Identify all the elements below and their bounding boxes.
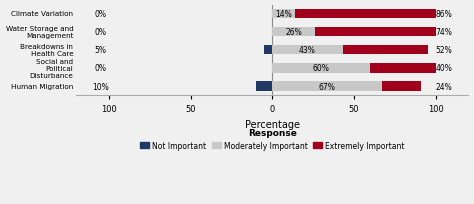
Bar <box>272 82 382 91</box>
Text: 5%: 5% <box>95 46 107 55</box>
Text: 0%: 0% <box>95 28 107 37</box>
Bar <box>272 64 370 73</box>
Bar <box>382 82 421 91</box>
Text: 60%: 60% <box>313 64 330 73</box>
Bar <box>343 46 428 55</box>
Text: 10%: 10% <box>92 82 109 91</box>
Bar <box>315 28 436 37</box>
Text: 14%: 14% <box>275 10 292 19</box>
Text: 40%: 40% <box>436 64 452 73</box>
X-axis label: Percentage: Percentage <box>245 119 300 129</box>
Text: 0%: 0% <box>95 10 107 19</box>
Text: 74%: 74% <box>436 28 452 37</box>
Text: 52%: 52% <box>436 46 452 55</box>
Text: 67%: 67% <box>319 82 336 91</box>
Bar <box>272 10 295 19</box>
Text: 26%: 26% <box>285 28 302 37</box>
Legend: Not Important, Moderately Important, Extremely Important: Not Important, Moderately Important, Ext… <box>137 125 408 153</box>
Text: 43%: 43% <box>299 46 316 55</box>
Bar <box>370 64 436 73</box>
Text: 86%: 86% <box>436 10 452 19</box>
Bar <box>295 10 436 19</box>
Bar <box>264 46 272 55</box>
Text: 24%: 24% <box>436 82 452 91</box>
Bar <box>256 82 272 91</box>
Bar <box>272 28 315 37</box>
Bar <box>272 46 343 55</box>
Text: 0%: 0% <box>95 64 107 73</box>
